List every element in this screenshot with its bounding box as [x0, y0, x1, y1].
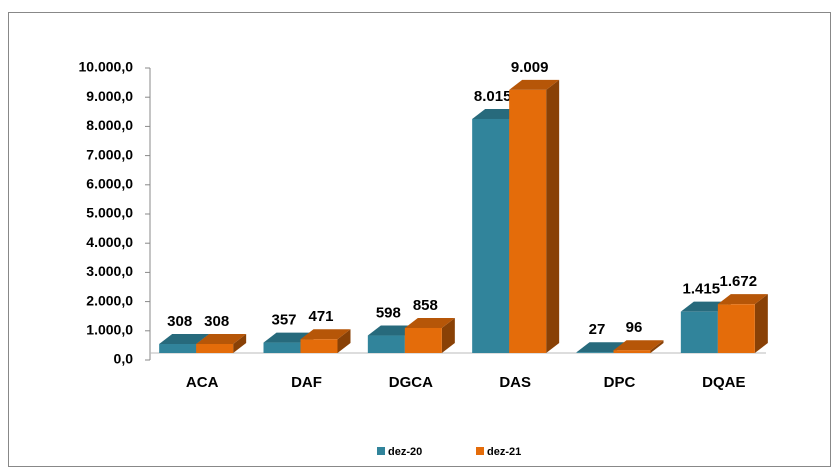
value-label: 308: [204, 313, 229, 330]
bar-top: [196, 334, 247, 345]
y-tick-label: 5.000,0: [86, 205, 133, 221]
x-tick-label: ACA: [186, 374, 219, 391]
value-label: 357: [271, 312, 296, 329]
y-tick-label: 2.000,0: [86, 292, 133, 308]
value-label: 1.672: [720, 273, 758, 290]
x-tick-label: DAF: [291, 374, 322, 391]
bar: [367, 335, 405, 353]
bar: [196, 344, 234, 353]
bar-top: [576, 342, 627, 353]
bar-side: [546, 79, 560, 354]
x-tick-label: DPC: [604, 374, 636, 391]
bar-side: [441, 317, 455, 353]
y-tick-label: 6.000,0: [86, 176, 133, 192]
bar: [404, 327, 442, 353]
y-tick-label: 1.000,0: [86, 322, 133, 338]
legend-label: dez-20: [388, 446, 422, 458]
value-label: 8.015: [474, 88, 512, 105]
value-label: 308: [167, 313, 192, 330]
value-label: 858: [413, 297, 438, 314]
value-label: 1.415: [683, 281, 721, 298]
chart-border: [8, 12, 831, 467]
y-tick-label: 10.000,0: [79, 59, 134, 75]
x-tick-label: DQAE: [702, 374, 745, 391]
bar-top: [404, 317, 455, 328]
value-label: 96: [626, 319, 643, 336]
bar-side: [233, 334, 247, 353]
bar: [509, 89, 547, 354]
bar-top: [717, 294, 768, 305]
bar: [159, 344, 197, 353]
y-tick-label: 4.000,0: [86, 234, 133, 250]
bar-top: [613, 340, 664, 351]
y-tick-label: 0,0: [114, 351, 134, 367]
bar: [300, 339, 338, 353]
bar: [680, 311, 718, 353]
legend-label: dez-21: [487, 446, 521, 458]
bar-top: [300, 329, 351, 340]
x-tick-label: DGCA: [389, 374, 433, 391]
bar: [576, 352, 614, 353]
value-label: 471: [308, 308, 333, 325]
bar: [717, 304, 755, 353]
bar-top: [159, 334, 210, 345]
value-label: 598: [376, 305, 401, 322]
bar: [613, 350, 651, 353]
value-label: 27: [589, 321, 606, 338]
bar-top: [509, 79, 560, 90]
bar: [472, 118, 510, 353]
y-tick-label: 8.000,0: [86, 117, 133, 133]
legend-swatch: [476, 447, 484, 455]
bar-side: [337, 329, 351, 353]
y-tick-label: 9.000,0: [86, 88, 133, 104]
y-tick-label: 7.000,0: [86, 146, 133, 162]
bar: [263, 342, 301, 353]
bar-side: [650, 340, 664, 353]
legend-swatch: [377, 447, 385, 455]
value-label: 9.009: [511, 59, 549, 76]
bar-side: [754, 294, 768, 353]
y-tick-label: 3.000,0: [86, 263, 133, 279]
x-tick-label: DAS: [499, 374, 531, 391]
